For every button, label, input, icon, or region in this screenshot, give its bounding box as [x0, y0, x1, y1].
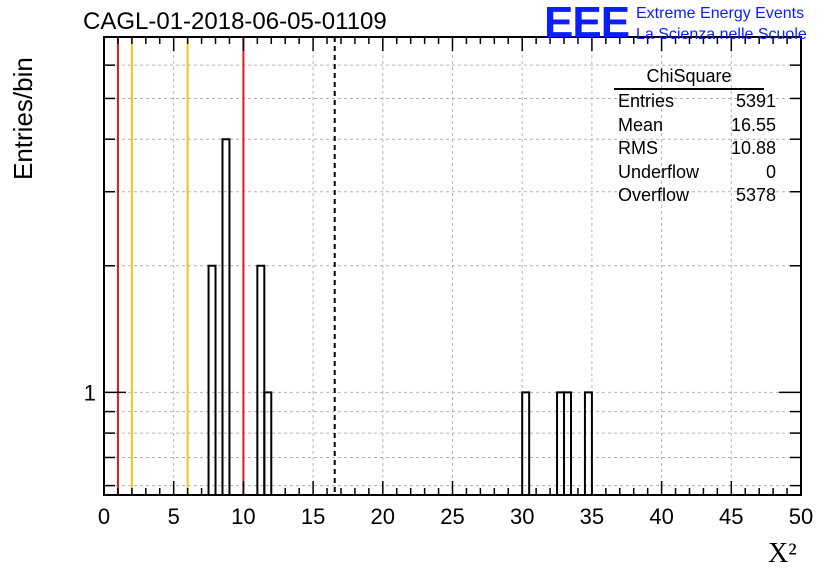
histogram-bin [263, 391, 273, 495]
y-tick-label: 1 [84, 380, 96, 405]
stats-label: Entries [618, 91, 675, 111]
stats-value: 0 [765, 161, 776, 182]
x-tick-label: 0 [98, 504, 110, 529]
logo-mark: EEE [544, 0, 630, 47]
stats-row-underflow: Underflow 0 [618, 161, 776, 185]
x-tick-label: 30 [510, 504, 534, 529]
stats-label: Mean [618, 114, 664, 135]
x-tick-label: 10 [231, 504, 255, 529]
stats-label: RMS [618, 138, 658, 158]
chart-title: CAGL-01-2018-06-05-01109 [83, 8, 387, 35]
stats-value: 5391 [735, 91, 776, 111]
histogram-bin [583, 391, 593, 495]
x-tick-label: 40 [649, 504, 673, 529]
x-tick-label: 45 [719, 504, 743, 529]
stats-row-overflow: Overflow 5378 [618, 184, 776, 208]
stats-label: Underflow [618, 161, 700, 182]
histogram-bin [556, 391, 566, 495]
stats-box: ChiSquare Entries 5391 Mean 16.55 RMS 10… [610, 66, 778, 208]
x-tick-label: 50 [789, 504, 813, 529]
y-axis-label: Entries/bin [8, 57, 38, 180]
histogram-bin [207, 264, 217, 495]
histogram-bin [563, 391, 572, 495]
x-tick-label: 15 [301, 504, 325, 529]
stats-value: 16.55 [730, 114, 776, 135]
stats-row-entries: Entries 5391 [618, 90, 776, 114]
logo-line-1: Extreme Energy Events [636, 5, 805, 22]
histogram-bin [521, 391, 531, 495]
x-tick-label: 5 [168, 504, 180, 529]
stats-row-mean: Mean 16.55 [618, 114, 776, 138]
histogram-bin [256, 264, 266, 495]
stats-value: 10.88 [730, 138, 776, 158]
stats-value: 5378 [735, 185, 776, 205]
x-axis-label-text: X² [768, 538, 797, 569]
x-tick-label: 25 [440, 504, 464, 529]
x-axis-label: X² [768, 538, 797, 570]
stats-label: Overflow [618, 185, 690, 205]
x-tick-label: 35 [580, 504, 604, 529]
stats-row-rms: RMS 10.88 [618, 137, 776, 161]
stats-title: ChiSquare [614, 66, 764, 90]
x-tick-label: 20 [371, 504, 395, 529]
eee-logo: EEE Extreme Energy Events La Scienza nel… [544, 0, 834, 47]
logo-line-2: La Scienza nelle Scuole [636, 26, 807, 43]
histogram-bin [221, 138, 231, 495]
